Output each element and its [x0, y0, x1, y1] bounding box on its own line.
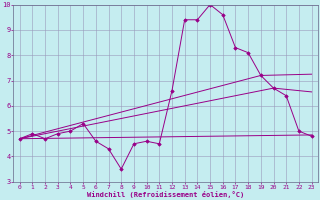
X-axis label: Windchill (Refroidissement éolien,°C): Windchill (Refroidissement éolien,°C) — [87, 191, 244, 198]
